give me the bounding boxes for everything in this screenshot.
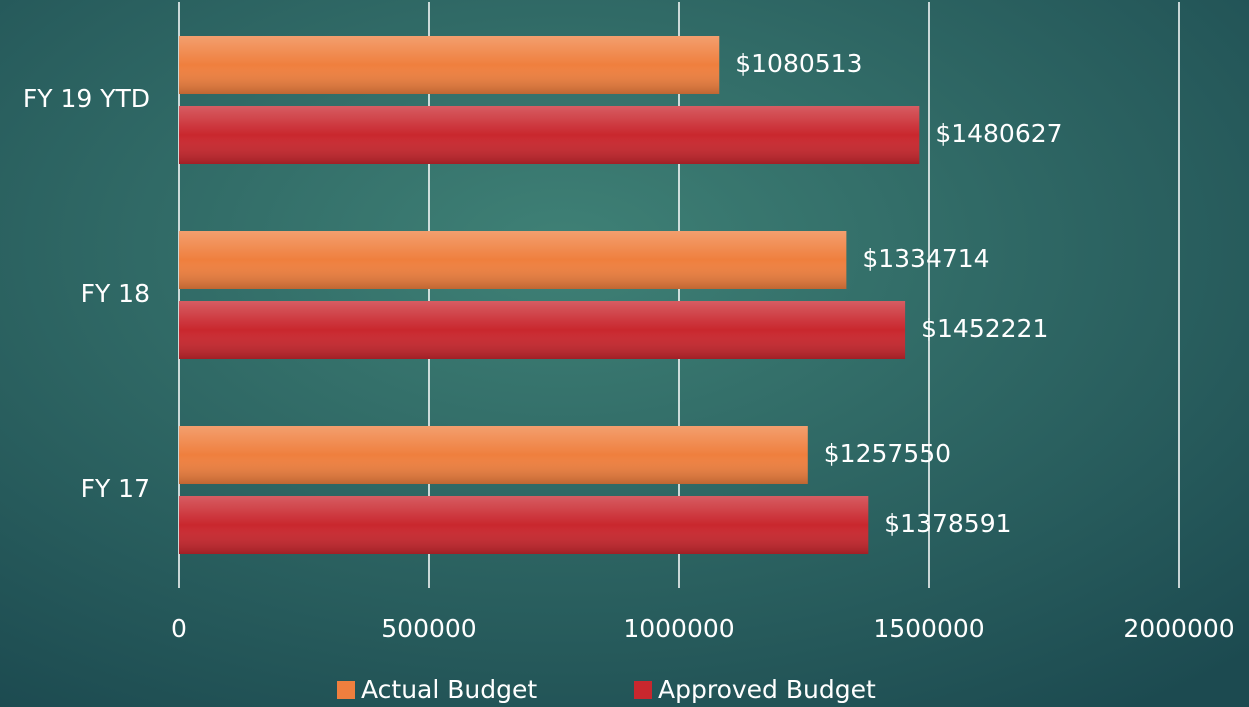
data-label: $1080513 xyxy=(735,49,862,78)
x-tick-label: 1500000 xyxy=(873,614,984,643)
bar xyxy=(179,301,906,359)
data-label: $1378591 xyxy=(884,509,1011,538)
legend-swatch xyxy=(337,681,355,699)
legend-label: Approved Budget xyxy=(658,675,876,704)
x-tick-label: 2000000 xyxy=(1123,614,1234,643)
bar xyxy=(179,496,869,554)
y-tick-label: FY 17 xyxy=(81,474,150,503)
x-tick-label: 0 xyxy=(171,614,187,643)
bar xyxy=(179,106,920,164)
data-label: $1480627 xyxy=(935,119,1062,148)
x-tick-label: 500000 xyxy=(381,614,476,643)
bar xyxy=(179,231,847,289)
legend-label: Actual Budget xyxy=(361,675,537,704)
bar xyxy=(179,426,808,484)
data-label: $1452221 xyxy=(921,314,1048,343)
bar xyxy=(179,36,720,94)
legend-swatch xyxy=(634,681,652,699)
data-label: $1334714 xyxy=(862,244,989,273)
y-tick-label: FY 19 YTD xyxy=(23,84,150,113)
x-tick-label: 1000000 xyxy=(623,614,734,643)
y-tick-label: FY 18 xyxy=(81,279,150,308)
data-label: $1257550 xyxy=(824,439,951,468)
